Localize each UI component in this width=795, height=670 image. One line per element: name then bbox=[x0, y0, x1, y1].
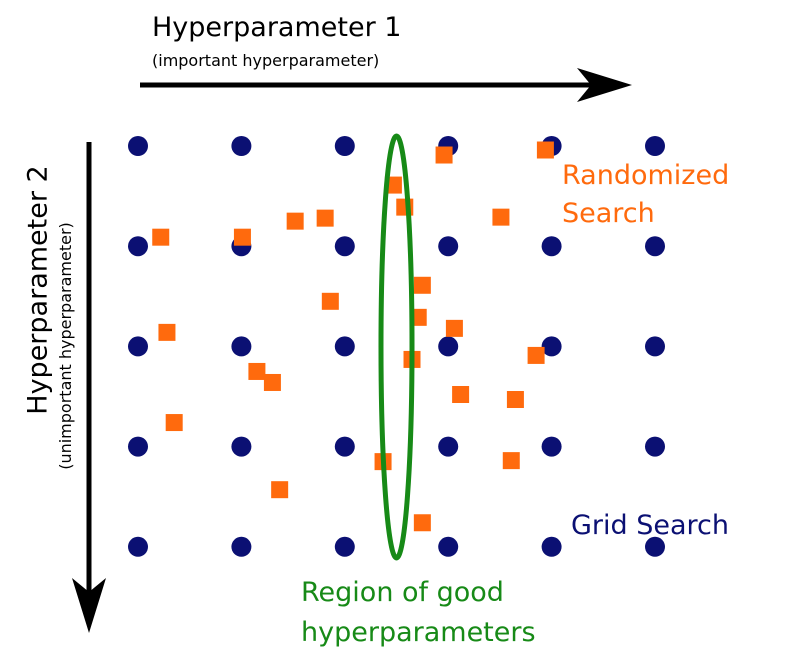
y-axis-arrow bbox=[72, 142, 106, 633]
random-point bbox=[445, 319, 463, 337]
random-point bbox=[502, 452, 520, 470]
random-point bbox=[152, 228, 170, 246]
random-point bbox=[492, 208, 510, 226]
grid-point bbox=[128, 236, 148, 257]
grid-point bbox=[541, 336, 562, 357]
grid-point bbox=[438, 336, 459, 357]
grid-point bbox=[128, 436, 148, 457]
random-point bbox=[316, 209, 334, 227]
random-search-points bbox=[152, 141, 554, 532]
random-point bbox=[248, 362, 266, 380]
grid-point bbox=[334, 436, 355, 457]
grid-point bbox=[334, 536, 355, 557]
y-axis-title: Hyperparameter 2 bbox=[22, 165, 54, 415]
random-point bbox=[321, 292, 339, 310]
grid-point bbox=[334, 136, 355, 156]
random-point bbox=[413, 514, 431, 532]
grid-point bbox=[541, 536, 562, 557]
random-point bbox=[452, 385, 470, 403]
grid-point bbox=[438, 436, 459, 457]
grid-point bbox=[438, 236, 459, 257]
y-axis-arrowhead bbox=[72, 578, 106, 633]
grid-point bbox=[231, 436, 252, 457]
grid-point bbox=[231, 336, 252, 357]
grid-point bbox=[334, 336, 355, 357]
grid-point bbox=[128, 536, 148, 557]
grid-point bbox=[645, 436, 665, 457]
grid-search-label: Grid Search bbox=[571, 510, 730, 541]
grid-point bbox=[334, 236, 355, 257]
good-region-label-line1: Region of good bbox=[301, 577, 504, 608]
grid-point bbox=[128, 136, 148, 156]
random-point bbox=[536, 141, 554, 159]
grid-point bbox=[438, 536, 459, 557]
grid-point bbox=[541, 236, 562, 257]
x-axis-arrow bbox=[140, 68, 632, 102]
random-point bbox=[413, 276, 431, 294]
grid-search-points bbox=[128, 136, 665, 557]
randomized-search-label-line1: Randomized bbox=[562, 160, 730, 191]
grid-point bbox=[128, 336, 148, 357]
random-point bbox=[233, 228, 251, 246]
grid-point bbox=[645, 536, 665, 557]
good-region-label-line2: hyperparameters bbox=[301, 617, 536, 648]
grid-point bbox=[231, 536, 252, 557]
y-axis-subtitle: (unimportant hyperparameter) bbox=[56, 222, 75, 470]
good-region-ellipse bbox=[378, 133, 415, 561]
x-axis-subtitle: (important hyperparameter) bbox=[152, 51, 380, 70]
grid-point bbox=[645, 236, 665, 257]
random-point bbox=[263, 373, 281, 391]
random-point bbox=[435, 146, 453, 164]
random-point bbox=[165, 414, 183, 432]
random-point bbox=[271, 481, 289, 499]
grid-point bbox=[645, 136, 665, 156]
x-axis-arrowhead bbox=[577, 68, 632, 102]
grid-point bbox=[541, 436, 562, 457]
random-point bbox=[506, 391, 524, 409]
randomized-search-label-line2: Search bbox=[562, 198, 655, 229]
x-axis-title: Hyperparameter 1 bbox=[152, 12, 402, 43]
grid-point bbox=[231, 136, 252, 156]
random-point bbox=[527, 346, 545, 364]
random-point bbox=[158, 323, 176, 341]
random-point bbox=[286, 212, 304, 230]
grid-point bbox=[645, 336, 665, 357]
